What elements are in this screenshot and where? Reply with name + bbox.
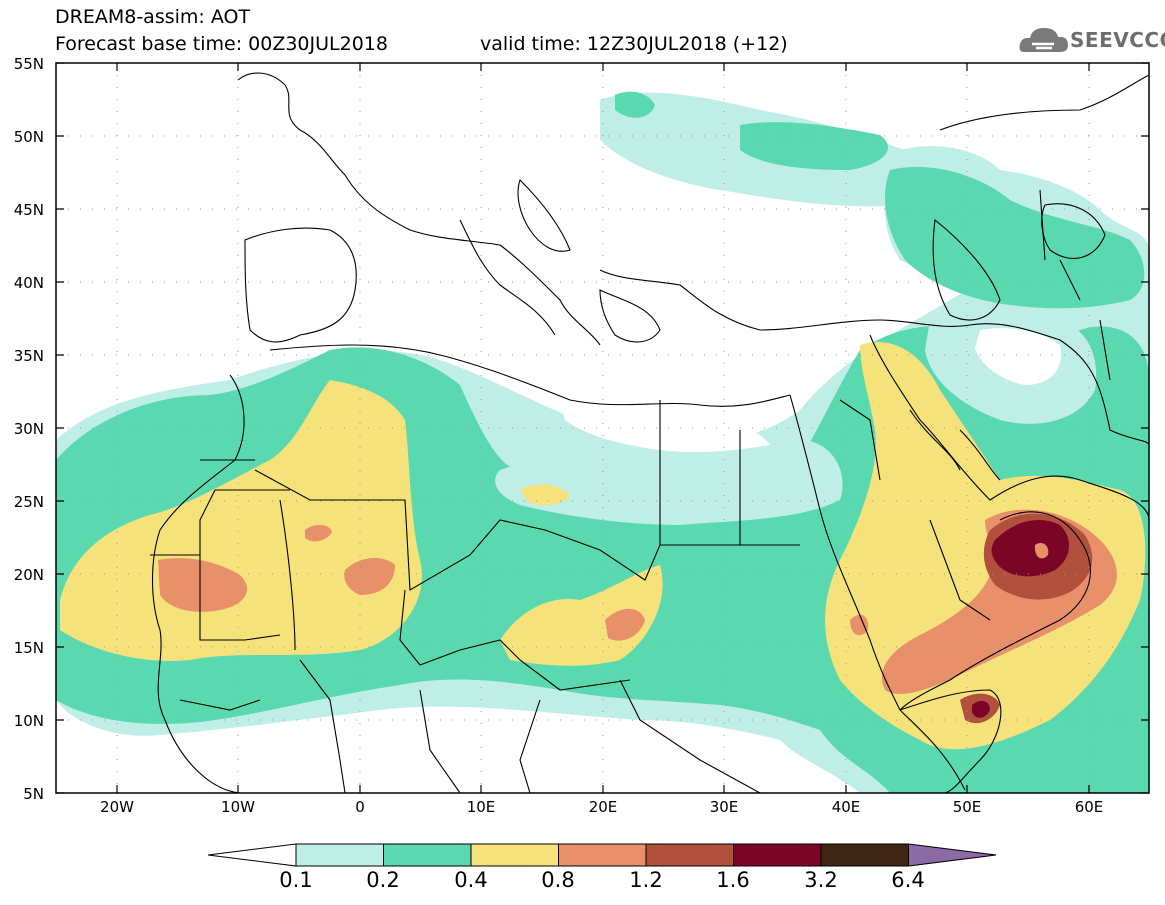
lon-label: 30E	[710, 798, 739, 816]
lat-label: 30N	[14, 420, 44, 438]
seevccc-logo: SEEVCCC	[1018, 22, 1165, 58]
lon-label: 50E	[953, 798, 982, 816]
lat-label: 20N	[14, 566, 44, 584]
lat-label: 35N	[14, 347, 44, 365]
colorbar-swatch	[820, 843, 909, 867]
longitude-labels: 20W 10W 0 10E 20E 30E 40E 50E 60E	[100, 798, 1103, 816]
lon-label: 10W	[221, 798, 255, 816]
lat-label: 50N	[14, 128, 44, 146]
colorbar-swatch	[645, 843, 734, 867]
cloud-icon	[1019, 28, 1068, 52]
forecast-base-time: Forecast base time: 00Z30JUL2018	[55, 33, 388, 55]
colorbar-label: 0.4	[454, 868, 488, 892]
colorbar-label: 0.1	[279, 868, 313, 892]
lat-label: 40N	[14, 274, 44, 292]
colorbar-arrow-high	[908, 843, 997, 867]
colorbar-swatch	[470, 843, 559, 867]
map-title: DREAM8-assim: AOT	[55, 6, 251, 28]
lat-label: 5N	[23, 785, 44, 803]
colorbar-swatch	[295, 843, 384, 867]
logo-text: SEEVCCC	[1070, 28, 1165, 52]
lon-label: 40E	[832, 798, 861, 816]
colorbar-arrow-low	[207, 843, 297, 867]
colorbar-label: 1.6	[716, 868, 750, 892]
lon-label: 60E	[1075, 798, 1104, 816]
colorbar-swatch	[558, 843, 647, 867]
colorbar-label: 0.8	[541, 868, 575, 892]
lat-label: 25N	[14, 493, 44, 511]
lon-label: 10E	[467, 798, 496, 816]
lat-label: 15N	[14, 639, 44, 657]
lat-label: 10N	[14, 712, 44, 730]
colorbar	[207, 843, 997, 867]
lon-label: 20W	[100, 798, 134, 816]
lat-label: 55N	[14, 55, 44, 73]
colorbar-label: 6.4	[891, 868, 925, 892]
aot-field	[56, 63, 1149, 793]
colorbar-label: 3.2	[804, 868, 838, 892]
colorbar-label: 0.2	[366, 868, 400, 892]
lat-label: 45N	[14, 201, 44, 219]
colorbar-label: 1.2	[629, 868, 663, 892]
valid-time: valid time: 12Z30JUL2018 (+12)	[480, 33, 788, 55]
axis-ticks	[56, 62, 1149, 794]
colorbar-swatch	[733, 843, 822, 867]
lon-label: 0	[355, 798, 365, 816]
latitude-labels: 55N 50N 45N 40N 35N 30N 25N 20N 15N 10N …	[14, 55, 44, 803]
lon-label: 20E	[589, 798, 618, 816]
colorbar-swatch	[383, 843, 472, 867]
